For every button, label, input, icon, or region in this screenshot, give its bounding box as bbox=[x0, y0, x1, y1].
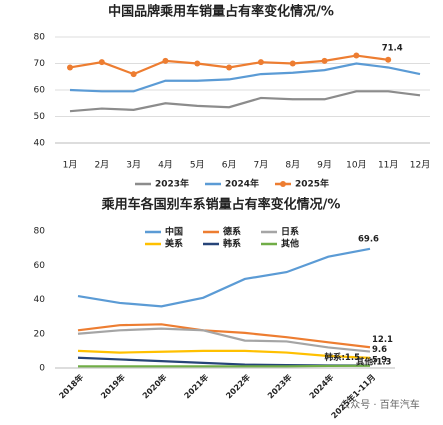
x-tick-label: 12月 bbox=[410, 160, 430, 171]
data-label: 69.6 bbox=[358, 234, 379, 244]
series-line bbox=[78, 364, 371, 368]
data-label: 5.9 bbox=[372, 355, 387, 365]
x-tick-label: 11月 bbox=[378, 160, 398, 171]
data-label: 71.4 bbox=[382, 43, 403, 53]
y-tick-label: 80 bbox=[34, 227, 46, 237]
legend-label: 中国 bbox=[165, 226, 183, 238]
y-tick-label: 20 bbox=[34, 329, 46, 339]
x-tick-label: 4月 bbox=[158, 160, 173, 171]
x-tick-label: 2025年1-11月 bbox=[329, 372, 377, 420]
x-tick-label: 8月 bbox=[285, 160, 300, 171]
x-tick-label: 2021年 bbox=[182, 372, 210, 400]
series-line bbox=[77, 327, 371, 353]
x-tick-label: 2018年 bbox=[57, 372, 85, 400]
x-tick-label: 2022年 bbox=[224, 372, 252, 400]
point bbox=[385, 56, 392, 63]
x-tick-label: 2024年 bbox=[307, 372, 335, 400]
x-tick-label: 1月 bbox=[63, 160, 78, 171]
point bbox=[353, 52, 360, 59]
point bbox=[321, 57, 328, 64]
legend-marker bbox=[280, 181, 286, 187]
data-label: 韩系:1.5 bbox=[325, 352, 361, 363]
y-tick-label: 50 bbox=[34, 112, 46, 122]
y-tick-label: 40 bbox=[34, 139, 46, 149]
point bbox=[130, 71, 137, 78]
x-tick-label: 7月 bbox=[254, 160, 269, 171]
series-line bbox=[77, 349, 371, 359]
y-tick-label: 60 bbox=[34, 86, 46, 96]
y-tick-label: 80 bbox=[34, 33, 46, 43]
y-tick-label: 60 bbox=[34, 261, 46, 271]
watermark: 公众号 · 百年汽车 bbox=[340, 398, 420, 411]
legend-label: 2025年 bbox=[295, 178, 329, 190]
x-tick-label: 5月 bbox=[190, 160, 205, 171]
legend-label: 2023年 bbox=[155, 178, 189, 190]
x-tick-label: 10月 bbox=[346, 160, 366, 171]
point bbox=[162, 57, 169, 64]
y-tick-label: 70 bbox=[34, 59, 46, 69]
point bbox=[226, 64, 233, 71]
chart-title: 乘用车各国别车系销量占有率变化情况/% bbox=[101, 197, 341, 213]
data-label: 12.1 bbox=[372, 335, 393, 345]
x-tick-label: 9月 bbox=[317, 160, 332, 171]
x-tick-label: 6月 bbox=[222, 160, 237, 171]
data-label: 9.6 bbox=[372, 345, 387, 355]
point bbox=[194, 60, 201, 67]
series-line bbox=[69, 90, 421, 113]
legend-label: 2024年 bbox=[225, 178, 259, 190]
series-line bbox=[77, 247, 371, 308]
series-line bbox=[77, 323, 371, 349]
legend-label: 其他 bbox=[281, 238, 299, 250]
legend-label: 德系 bbox=[223, 226, 241, 238]
x-tick-label: 2019年 bbox=[98, 372, 126, 400]
point bbox=[289, 60, 296, 67]
series-line bbox=[69, 62, 421, 93]
y-tick-label: 0 bbox=[39, 364, 45, 374]
point bbox=[98, 59, 105, 66]
point bbox=[257, 59, 264, 66]
chart-title: 中国品牌乘用车销量占有率变化情况/% bbox=[108, 4, 334, 20]
y-tick-label: 40 bbox=[34, 295, 46, 305]
x-tick-label: 2020年 bbox=[140, 372, 168, 400]
legend-label: 美系 bbox=[165, 238, 183, 250]
x-tick-label: 2023年 bbox=[265, 372, 293, 400]
point bbox=[67, 64, 73, 71]
data-label: 其他:1.3 bbox=[356, 356, 392, 367]
legend-label: 日系 bbox=[281, 226, 299, 238]
x-tick-label: 3月 bbox=[126, 160, 141, 171]
x-tick-label: 2月 bbox=[94, 160, 109, 171]
legend-label: 韩系 bbox=[223, 238, 241, 250]
